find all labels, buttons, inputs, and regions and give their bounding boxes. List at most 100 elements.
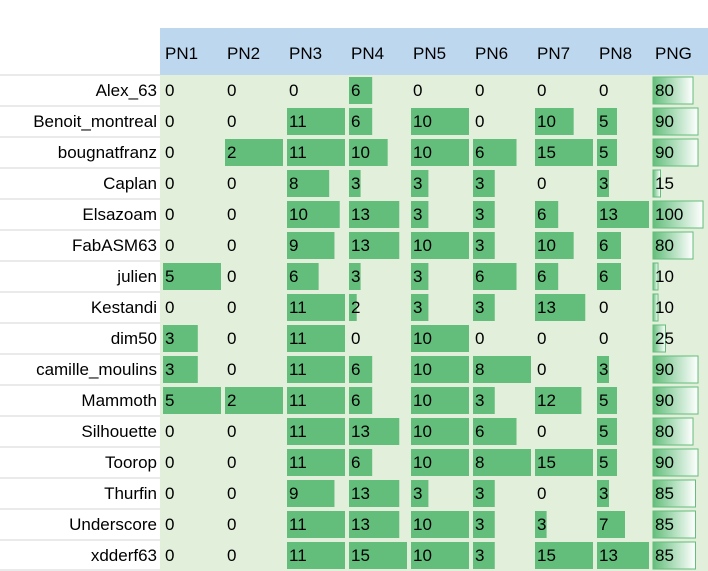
data-bar xyxy=(411,511,469,538)
cell-value: 0 xyxy=(475,329,484,348)
data-bar xyxy=(473,418,517,445)
cell-value: 100 xyxy=(655,205,683,224)
cell-value: 0 xyxy=(599,329,608,348)
cell-value: 0 xyxy=(537,81,546,100)
cell-value: 90 xyxy=(655,143,674,162)
data-bar xyxy=(535,139,593,166)
cell-value: 0 xyxy=(599,298,608,317)
data-bar xyxy=(411,108,469,135)
cell-value: 15 xyxy=(537,546,556,565)
cell-value: 10 xyxy=(413,422,432,441)
data-bar xyxy=(473,356,531,383)
cell-value: 6 xyxy=(351,391,360,410)
row-name: Benoit_montreal xyxy=(33,112,157,131)
cell-value: 13 xyxy=(351,515,370,534)
cell-value: 0 xyxy=(413,81,422,100)
data-bar xyxy=(411,542,469,569)
data-bar xyxy=(287,387,345,414)
row-name: Thurfin xyxy=(104,484,157,503)
row-name: bougnatfranz xyxy=(58,143,157,162)
cell-value: 11 xyxy=(289,112,307,131)
data-bar xyxy=(597,511,625,538)
cell-value: 0 xyxy=(227,205,236,224)
cell-value: 0 xyxy=(165,422,174,441)
data-bar xyxy=(652,355,699,384)
cell-value: 13 xyxy=(599,205,618,224)
cell-value: 0 xyxy=(537,484,546,503)
cell-value: 8 xyxy=(289,174,298,193)
cell-value: 2 xyxy=(227,391,236,410)
data-bar xyxy=(411,232,469,259)
data-bar xyxy=(652,262,659,291)
row-name: Mammoth xyxy=(81,391,157,410)
column-header: PN7 xyxy=(537,44,570,63)
column-header: PN1 xyxy=(165,44,198,63)
cell-value: 8 xyxy=(475,453,484,472)
cell-value: 5 xyxy=(599,422,608,441)
cell-value: 6 xyxy=(599,267,608,286)
cell-value: 5 xyxy=(599,453,608,472)
column-header: PNG xyxy=(655,44,692,63)
cell-value: 6 xyxy=(537,205,546,224)
data-bar xyxy=(411,418,469,445)
cell-value: 0 xyxy=(165,298,174,317)
cell-value: 0 xyxy=(165,112,174,131)
cell-value: 0 xyxy=(227,360,236,379)
data-bar xyxy=(225,387,283,414)
cell-value: 3 xyxy=(165,360,174,379)
data-bar xyxy=(287,201,340,228)
cell-value: 0 xyxy=(165,546,174,565)
cell-value: 85 xyxy=(655,515,674,534)
data-bar xyxy=(652,479,696,508)
data-bar xyxy=(652,200,704,229)
data-bar xyxy=(349,263,361,290)
data-bar xyxy=(535,294,586,321)
data-bar xyxy=(652,417,694,446)
data-bar xyxy=(287,294,345,321)
cell-value: 3 xyxy=(475,546,484,565)
data-bar xyxy=(411,201,429,228)
cell-value: 6 xyxy=(599,236,608,255)
data-bar xyxy=(163,356,198,383)
data-bar xyxy=(597,480,609,507)
row-name: Toorop xyxy=(105,453,157,472)
data-bar xyxy=(652,138,699,167)
cell-value: 0 xyxy=(537,174,546,193)
data-bar xyxy=(597,387,617,414)
cell-value: 0 xyxy=(227,515,236,534)
cell-value: 0 xyxy=(165,81,174,100)
data-bar xyxy=(597,418,617,445)
cell-value: 0 xyxy=(227,484,236,503)
cell-value: 5 xyxy=(599,112,608,131)
cell-value: 10 xyxy=(413,112,432,131)
cell-value: 3 xyxy=(351,267,360,286)
cell-value: 0 xyxy=(227,81,236,100)
cell-value: 0 xyxy=(227,329,236,348)
row-name: camille_moulins xyxy=(36,360,157,379)
data-bar xyxy=(411,263,429,290)
cell-value: 5 xyxy=(599,143,608,162)
cell-value: 9 xyxy=(289,484,298,503)
data-bar xyxy=(411,170,429,197)
cell-value: 11 xyxy=(289,453,307,472)
cell-value: 10 xyxy=(655,298,674,317)
cell-value: 6 xyxy=(351,360,360,379)
data-bar xyxy=(597,108,617,135)
data-bar xyxy=(349,356,373,383)
row-name: Elsazoam xyxy=(82,205,157,224)
cell-value: 3 xyxy=(599,174,608,193)
row-name: FabASM63 xyxy=(72,236,157,255)
cell-value: 13 xyxy=(351,484,370,503)
data-bar xyxy=(287,263,319,290)
cell-value: 15 xyxy=(537,453,556,472)
data-bar xyxy=(287,108,345,135)
cell-value: 6 xyxy=(537,267,546,286)
data-bar xyxy=(287,542,345,569)
data-bar xyxy=(652,448,699,477)
cell-value: 15 xyxy=(351,546,370,565)
cell-value: 6 xyxy=(475,422,484,441)
data-bar xyxy=(287,511,345,538)
cell-value: 11 xyxy=(289,391,307,410)
row-name: Alex_63 xyxy=(96,81,157,100)
